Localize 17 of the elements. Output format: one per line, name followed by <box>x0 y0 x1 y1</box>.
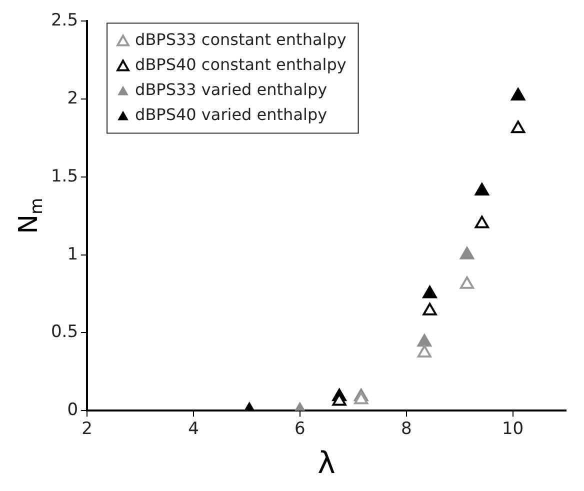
x-tick-label: 6 <box>294 419 306 440</box>
x-tick-label: 4 <box>188 419 199 440</box>
y-tick-label: 0.5 <box>50 322 78 342</box>
y-tick-label: 2.5 <box>50 10 78 31</box>
x-axis-title: λ <box>318 446 336 481</box>
legend-label: dBPS40 varied enthalpy <box>135 104 328 124</box>
x-tick-label: 8 <box>400 419 412 440</box>
y-axis-title: Nm <box>14 198 46 234</box>
legend-label: dBPS33 varied enthalpy <box>135 80 328 99</box>
y-tick-label: 1.5 <box>50 166 78 186</box>
x-tick-label: 10 <box>502 419 524 440</box>
y-tick-label: 0 <box>67 400 78 420</box>
y-tick-label: 2 <box>67 88 78 108</box>
x-tick-label: 2 <box>82 419 92 440</box>
legend-label: dBPS40 constant enthalpy <box>135 54 346 74</box>
y-tick-label: 1 <box>67 244 78 264</box>
legend-label: dBPS33 constant enthalpy <box>135 30 346 49</box>
